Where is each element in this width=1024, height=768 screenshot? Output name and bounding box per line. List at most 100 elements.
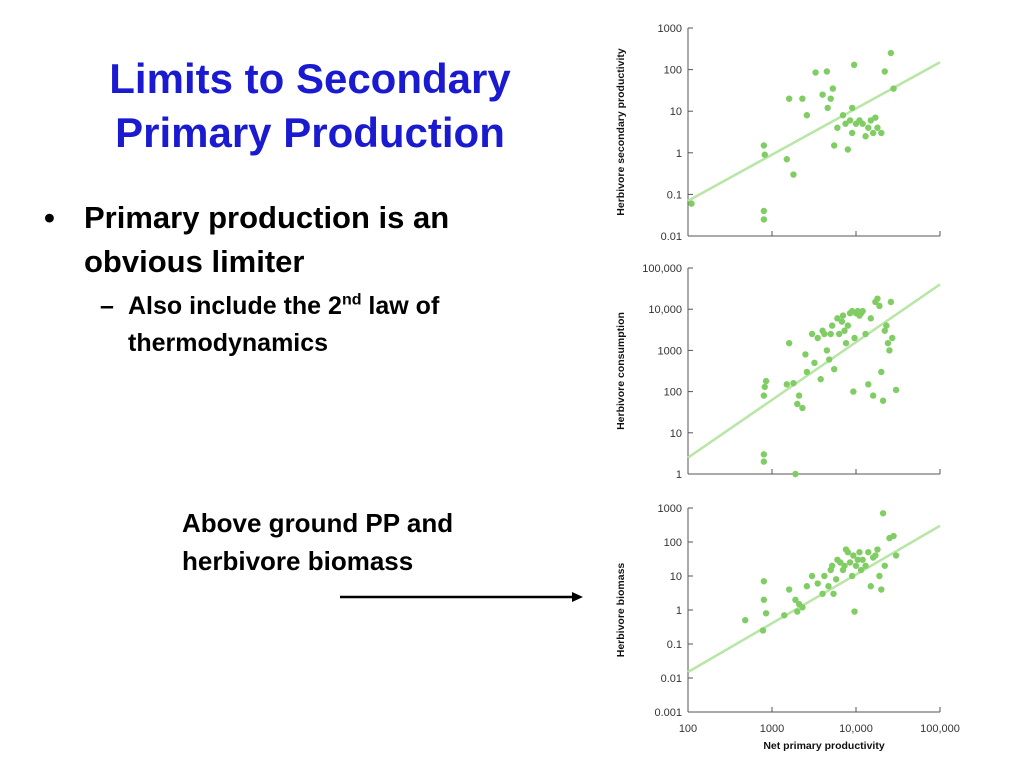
data-point: [854, 556, 861, 563]
data-point: [808, 572, 816, 580]
data-point: [852, 562, 860, 569]
data-point: [830, 365, 838, 373]
data-point: [761, 383, 768, 391]
data-point: [821, 572, 828, 580]
data-point: [760, 142, 768, 149]
data-point: [846, 117, 854, 124]
data-point: [844, 322, 852, 329]
data-point: [827, 330, 834, 338]
y-tick-label: 1: [676, 469, 682, 481]
data-point: [865, 549, 872, 556]
data-point: [821, 330, 828, 338]
y-tick-label: 10: [670, 428, 682, 440]
data-point: [761, 151, 768, 158]
data-point: [827, 95, 834, 102]
regression-line: [687, 61, 941, 202]
data-point: [872, 552, 879, 559]
y-axis-label: Herbivore consumption: [615, 312, 627, 430]
y-tick-label: 10: [670, 571, 682, 583]
data-point: [828, 562, 836, 569]
data-point: [887, 298, 895, 306]
data-point: [803, 368, 811, 376]
dash-glyph: –: [100, 292, 114, 320]
data-point: [865, 124, 872, 131]
x-tick-label: 100,000: [920, 723, 960, 735]
bullet-item: • Primary production is an obvious limit…: [44, 196, 574, 284]
data-point: [884, 339, 892, 347]
data-point: [890, 85, 897, 92]
data-point: [817, 375, 824, 383]
data-point: [814, 334, 821, 342]
data-point: [878, 586, 885, 593]
bullet-list: • Primary production is an obvious limit…: [44, 196, 574, 362]
data-point: [829, 85, 837, 92]
y-tick-label: 100: [664, 387, 682, 399]
data-point: [857, 566, 865, 574]
data-point: [881, 562, 888, 569]
data-point: [846, 559, 854, 566]
data-point: [825, 583, 832, 590]
data-point: [759, 627, 767, 634]
y-tick-label: 0.001: [654, 707, 682, 719]
data-point: [830, 142, 838, 149]
data-point: [826, 356, 833, 363]
data-point: [742, 617, 749, 624]
data-point: [879, 397, 887, 404]
data-point: [790, 379, 797, 387]
data-point: [889, 334, 896, 342]
data-point: [851, 608, 858, 615]
data-point: [881, 327, 888, 334]
data-point: [874, 295, 881, 302]
data-point: [794, 608, 801, 615]
data-point: [799, 604, 806, 611]
y-tick-label: 1: [676, 605, 682, 617]
data-point: [839, 312, 847, 319]
y-tick-label: 1000: [658, 23, 682, 35]
data-point: [783, 381, 790, 388]
x-tick-label: 1000: [760, 723, 784, 735]
sub-bullet-text-pre: Also include the 2: [128, 292, 342, 320]
y-tick-label: 0.01: [661, 231, 682, 243]
y-tick-label: 10: [670, 106, 682, 118]
data-point: [762, 377, 770, 385]
data-point: [803, 583, 811, 590]
data-point: [851, 334, 858, 342]
data-point: [760, 207, 768, 215]
data-point: [760, 451, 768, 458]
data-point: [785, 339, 793, 347]
data-point: [862, 330, 869, 338]
data-point: [881, 68, 888, 75]
data-point: [808, 330, 816, 338]
data-point: [762, 610, 770, 617]
sub-bullet-item: – Also include the 2nd law of thermodyna…: [44, 288, 574, 362]
title-line-2: Primary Production: [115, 109, 505, 156]
data-point: [887, 49, 895, 57]
data-point: [841, 327, 848, 334]
data-point: [874, 124, 881, 131]
data-point: [790, 171, 797, 178]
x-tick-label: 100: [679, 723, 697, 735]
data-point: [760, 596, 768, 603]
bullet-glyph: •: [44, 200, 55, 235]
data-point: [819, 91, 826, 98]
data-point: [802, 351, 809, 358]
scatter-charts-panel: 0.01 0.1 1 10 100 1000 Herbivore secondary pro…: [615, 23, 960, 752]
data-point: [850, 552, 857, 559]
y-tick-label: 100,000: [642, 263, 682, 275]
data-point: [879, 510, 887, 517]
data-point: [823, 68, 831, 75]
data-point: [792, 596, 799, 603]
y-tick-label: 0.1: [667, 639, 682, 651]
data-point: [838, 318, 846, 325]
y-tick-label: 100: [664, 537, 682, 549]
y-axis-label: Herbivore biomass: [615, 563, 627, 658]
data-point: [828, 322, 836, 329]
data-point: [848, 572, 856, 580]
data-point: [688, 200, 695, 207]
slide-title: Limits to Secondary Primary Production: [60, 52, 560, 160]
data-point: [848, 129, 856, 137]
data-point: [850, 388, 857, 395]
data-point: [795, 392, 803, 399]
data-point: [869, 129, 877, 137]
data-point: [823, 347, 831, 354]
